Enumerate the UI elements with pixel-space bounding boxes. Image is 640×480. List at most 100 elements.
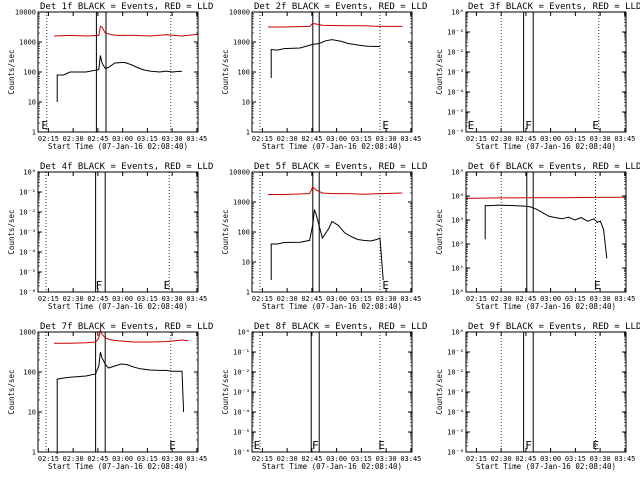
panel-title: Det 8f BLACK = Events, RED = LLD [254, 322, 427, 332]
y-tick-label: 100 [23, 369, 36, 377]
x-tick-label: 03:00 [540, 135, 561, 143]
plot-frame [251, 171, 413, 293]
panel-7: Det 7f BLACK = Events, RED = LLD E 1 10 100 1… [7, 322, 213, 471]
y-tick-label: 10¹ [451, 265, 464, 273]
x-tick-label: 02:30 [63, 135, 84, 143]
x-axis-label: Start Time (07-Jan-16 02:08:40) [476, 462, 616, 471]
x-tick-label: 03:15 [351, 295, 372, 303]
x-axis-label: Start Time (07-Jan-16 02:08:40) [262, 142, 402, 151]
y-tick-label: 10⁻² [19, 209, 36, 217]
x-tick-label: 03:45 [186, 135, 207, 143]
y-axis-label: Counts/sec [435, 369, 444, 414]
panel-4: Det 4f BLACK = Events, RED = LLD F E 10⁻⁶ 10… [7, 162, 213, 311]
x-tick-label: 03:15 [565, 135, 586, 143]
y-tick-label: 10³ [451, 217, 464, 225]
y-tick-label: 1 [246, 289, 250, 297]
y-tick-label: 10000 [229, 169, 250, 177]
y-tick-label: 10² [451, 241, 464, 249]
series-line-events [56, 55, 182, 102]
panel-title: Det 9f BLACK = Events, RED = LLD [468, 322, 640, 332]
x-tick-label: 02:15 [38, 135, 59, 143]
x-axis-label: Start Time (07-Jan-16 02:08:40) [476, 302, 616, 311]
y-tick-label: 10 [28, 99, 36, 107]
flag-label: E [169, 439, 176, 452]
panel-2: Det 2f BLACK = Events, RED = LLD E 1 10 100 1… [221, 2, 427, 151]
x-tick-label: 02:45 [87, 295, 108, 303]
y-tick-label: 100 [23, 69, 36, 77]
y-axis-label: Counts/sec [435, 209, 444, 254]
x-tick-label: 03:15 [137, 135, 158, 143]
x-axis-label: Start Time (07-Jan-16 02:08:40) [48, 302, 188, 311]
y-axis-label: Counts/sec [221, 49, 230, 94]
x-tick-label: 02:45 [515, 455, 536, 463]
x-tick-label: 03:30 [376, 295, 397, 303]
y-axis-label: Counts/sec [7, 209, 16, 254]
y-tick-label: 10⁴ [451, 193, 464, 201]
y-tick-label: 10⁻⁵ [19, 269, 36, 277]
x-tick-label: 02:15 [466, 135, 487, 143]
panel-title: Det 2f BLACK = Events, RED = LLD [254, 2, 427, 12]
flag-label: E [41, 119, 48, 132]
y-tick-label: 10⁰ [237, 329, 250, 337]
y-tick-label: 10⁻⁶ [233, 449, 250, 457]
x-tick-label: 02:30 [277, 455, 298, 463]
y-tick-label: 10⁻⁵ [233, 429, 250, 437]
x-tick-label: 03:15 [137, 455, 158, 463]
x-axis-label: Start Time (07-Jan-16 02:08:40) [476, 142, 616, 151]
flag-label: E [382, 279, 389, 292]
x-tick-label: 03:45 [400, 135, 421, 143]
panel-1: Det 1f BLACK = Events, RED = LLD E1 10 100 1… [7, 2, 213, 151]
panel-5: Det 5f BLACK = Events, RED = LLD E 1 10 100 1… [221, 162, 427, 311]
series-line-lld [268, 22, 403, 28]
x-tick-label: 03:00 [326, 455, 347, 463]
x-tick-label: 03:30 [590, 135, 611, 143]
x-axis-label: Start Time (07-Jan-16 02:08:40) [48, 462, 188, 471]
x-tick-label: 02:30 [63, 455, 84, 463]
x-tick-label: 03:45 [400, 295, 421, 303]
y-axis-label: Counts/sec [435, 49, 444, 94]
series-line-lld [54, 328, 189, 344]
panel-6: Det 6f BLACK = Events, RED = LLD E 10⁰ 10¹ 1… [435, 162, 640, 311]
y-tick-label: 10⁻⁴ [447, 409, 464, 417]
plot-frame [251, 11, 413, 133]
x-tick-label: 03:00 [540, 455, 561, 463]
x-tick-label: 02:15 [38, 455, 59, 463]
x-axis-label: Start Time (07-Jan-16 02:08:40) [262, 462, 402, 471]
x-tick-label: 02:30 [277, 135, 298, 143]
y-tick-label: 1000 [19, 39, 36, 47]
y-tick-label: 10⁻¹ [19, 189, 36, 197]
y-tick-label: 10 [242, 259, 250, 267]
y-tick-label: 10000 [15, 9, 36, 17]
x-tick-label: 03:15 [351, 135, 372, 143]
y-axis-label: Counts/sec [7, 49, 16, 94]
y-tick-label: 1000 [233, 39, 250, 47]
series-line-events [270, 209, 384, 281]
x-tick-label: 03:45 [186, 295, 207, 303]
x-tick-label: 03:15 [351, 455, 372, 463]
y-tick-label: 10⁵ [451, 169, 464, 177]
panel-8: Det 8f BLACK = Events, RED = LLD E F E 10⁻⁶ 1… [221, 322, 427, 471]
plot-frame [465, 11, 627, 133]
x-tick-label: 02:45 [87, 455, 108, 463]
y-tick-label: 10⁻⁴ [233, 409, 250, 417]
flag-label: F [96, 279, 103, 292]
x-tick-label: 02:30 [63, 295, 84, 303]
y-tick-label: 10⁻² [447, 369, 464, 377]
flag-label: E [592, 439, 599, 452]
x-axis-label: Start Time (07-Jan-16 02:08:40) [262, 302, 402, 311]
flag-label: F [525, 119, 532, 132]
y-tick-label: 10000 [229, 9, 250, 17]
x-tick-label: 03:45 [614, 455, 635, 463]
x-tick-label: 02:45 [301, 135, 322, 143]
panel-3: Det 3f BLACK = Events, RED = LLD E F E 10⁻⁶ 1… [435, 2, 640, 151]
x-tick-label: 02:15 [466, 295, 487, 303]
y-tick-label: 10⁻¹ [447, 29, 464, 37]
y-tick-label: 10⁰ [451, 329, 464, 337]
x-tick-label: 03:30 [376, 135, 397, 143]
y-tick-label: 10⁻³ [19, 229, 36, 237]
panel-title: Det 5f BLACK = Events, RED = LLD [254, 162, 427, 172]
panel-title: Det 6f BLACK = Events, RED = LLD [468, 162, 640, 172]
y-tick-label: 1 [246, 129, 250, 137]
panel-title: Det 1f BLACK = Events, RED = LLD [40, 2, 213, 12]
